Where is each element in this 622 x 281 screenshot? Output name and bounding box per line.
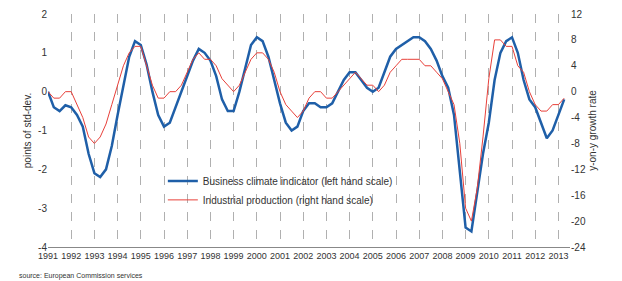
svg-text:2009: 2009	[456, 251, 476, 261]
svg-text:2: 2	[41, 9, 47, 20]
svg-text:1997: 1997	[177, 251, 197, 261]
svg-text:-3: -3	[38, 203, 47, 214]
svg-text:2003: 2003	[316, 251, 336, 261]
svg-text:-16: -16	[571, 190, 586, 201]
svg-text:-24: -24	[571, 242, 586, 253]
svg-text:2004: 2004	[340, 251, 360, 261]
svg-text:1: 1	[41, 47, 47, 58]
svg-text:1994: 1994	[108, 251, 128, 261]
svg-text:2002: 2002	[293, 251, 313, 261]
svg-text:-20: -20	[571, 216, 586, 227]
svg-text:-4: -4	[38, 242, 47, 253]
svg-text:-1: -1	[38, 125, 47, 136]
svg-text:1993: 1993	[84, 251, 104, 261]
svg-text:-2: -2	[38, 164, 47, 175]
svg-text:4: 4	[571, 60, 577, 71]
svg-text:Industrial production (right h: Industrial production (right hand scale)	[203, 195, 373, 206]
svg-text:2001: 2001	[270, 251, 290, 261]
svg-text:y-on-y growth rate: y-on-y growth rate	[587, 90, 598, 171]
svg-text:-12: -12	[571, 164, 586, 175]
svg-text:1996: 1996	[154, 251, 174, 261]
svg-text:-4: -4	[571, 112, 580, 123]
svg-text:2011: 2011	[502, 251, 521, 261]
svg-text:source: European Commission se: source: European Commission services	[19, 272, 143, 280]
svg-text:2012: 2012	[525, 251, 545, 261]
svg-text:1992: 1992	[61, 251, 81, 261]
svg-text:1998: 1998	[200, 251, 220, 261]
svg-text:2013: 2013	[548, 251, 568, 261]
svg-text:Business climate indicator (le: Business climate indicator (left hand sc…	[203, 176, 393, 187]
svg-text:2000: 2000	[247, 251, 267, 261]
svg-text:8: 8	[571, 34, 577, 45]
svg-text:2010: 2010	[479, 251, 499, 261]
svg-text:0: 0	[41, 86, 47, 97]
svg-text:2005: 2005	[363, 251, 383, 261]
svg-text:-8: -8	[571, 138, 580, 149]
svg-text:1999: 1999	[224, 251, 244, 261]
svg-text:12: 12	[571, 9, 583, 20]
svg-text:2008: 2008	[432, 251, 452, 261]
svg-text:2006: 2006	[386, 251, 406, 261]
svg-text:1995: 1995	[131, 251, 151, 261]
svg-text:points of std-dev.: points of std-dev.	[22, 93, 33, 168]
svg-text:2007: 2007	[409, 251, 429, 261]
svg-text:1991: 1991	[38, 251, 58, 261]
svg-text:0: 0	[571, 86, 577, 97]
